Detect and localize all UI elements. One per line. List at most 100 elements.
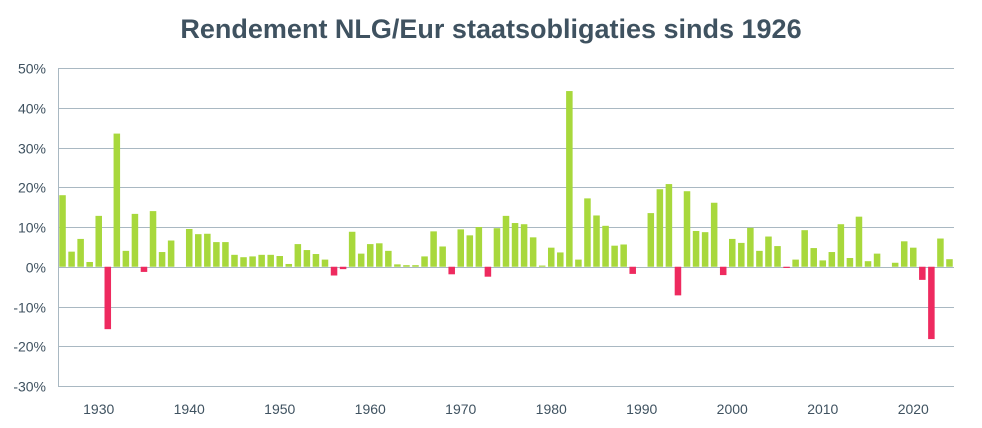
bar-1983 xyxy=(575,259,582,267)
bar-2011 xyxy=(828,252,836,267)
bar-1986 xyxy=(602,225,609,267)
bar-1933 xyxy=(122,250,130,267)
bar-1950 xyxy=(276,256,283,267)
bar-2021 xyxy=(919,266,926,280)
y-tick-label: -20% xyxy=(13,339,46,355)
bar-1975 xyxy=(502,215,510,267)
bar-2016 xyxy=(873,253,881,267)
x-tick-label: 1960 xyxy=(355,401,386,417)
gridlines xyxy=(58,68,954,387)
bar-1971 xyxy=(466,235,474,267)
bar-1962 xyxy=(385,250,392,267)
bar-1932 xyxy=(113,133,121,267)
bar-1993 xyxy=(665,184,673,267)
bar-2004 xyxy=(765,236,772,267)
bar-1929 xyxy=(86,261,93,267)
bar-1947 xyxy=(249,256,256,267)
bar-1955 xyxy=(321,259,329,267)
bar-1935 xyxy=(140,266,148,272)
bar-2019 xyxy=(900,241,908,267)
bar-2018 xyxy=(891,262,899,267)
chart-title: Rendement NLG/Eur staatsobligaties sinds… xyxy=(180,14,802,44)
bar-1973 xyxy=(484,266,492,277)
bar-1968 xyxy=(439,246,446,267)
bar-1952 xyxy=(294,244,302,267)
bar-1954 xyxy=(312,254,320,267)
x-tick-label: 2000 xyxy=(717,401,748,417)
bar-2012 xyxy=(837,224,845,267)
bar-1980 xyxy=(547,247,555,267)
x-tick-label: 1990 xyxy=(626,401,657,417)
bar-1989 xyxy=(629,266,636,274)
bar-1940 xyxy=(185,228,193,267)
x-tick-label: 1970 xyxy=(445,401,476,417)
x-tick-label: 1940 xyxy=(174,401,205,417)
bar-1951 xyxy=(285,263,293,267)
bar-1969 xyxy=(448,266,455,275)
bar-1982 xyxy=(566,91,573,267)
bar-1979 xyxy=(538,265,546,267)
bar-2007 xyxy=(792,259,799,267)
bar-1967 xyxy=(430,231,437,267)
bar-2003 xyxy=(756,250,763,267)
bar-1972 xyxy=(475,227,483,267)
bar-1978 xyxy=(529,237,537,267)
bar-1988 xyxy=(620,244,627,267)
x-axis-ticks: 1930 1940 1950 1960 1970 1980 1990 2000 2010 2020 xyxy=(83,401,929,417)
x-tick-label: 2010 xyxy=(807,401,838,417)
bar-1991 xyxy=(647,213,655,267)
x-tick-label: 1950 xyxy=(264,401,295,417)
bar-1977 xyxy=(520,224,528,267)
bar-1987 xyxy=(611,245,618,267)
bar-1999 xyxy=(719,266,727,276)
bar-1998 xyxy=(710,202,718,267)
bar-1966 xyxy=(421,256,428,267)
bar-1949 xyxy=(267,254,274,267)
bar-2010 xyxy=(819,260,827,267)
bar-2013 xyxy=(846,258,854,267)
bar-1965 xyxy=(412,265,419,267)
bar-1997 xyxy=(701,232,709,267)
bar-2001 xyxy=(738,242,745,267)
bar-1984 xyxy=(584,198,591,267)
bar-2006 xyxy=(783,266,790,268)
bar-1964 xyxy=(403,265,410,267)
bar-2015 xyxy=(864,261,872,267)
bar-1976 xyxy=(511,223,519,267)
bar-1981 xyxy=(557,252,564,267)
bar-1992 xyxy=(656,189,664,267)
x-tick-label: 2020 xyxy=(898,401,929,417)
bar-1953 xyxy=(303,250,311,267)
y-axis-ticks: 50% 40% 30% 20% 10% 0% -10% -20% -30% xyxy=(13,61,46,395)
y-tick-label: 0% xyxy=(26,260,46,276)
bar-1995 xyxy=(683,191,691,267)
bar-2024 xyxy=(946,259,953,267)
y-tick-label: 40% xyxy=(18,101,46,117)
y-tick-label: 20% xyxy=(18,180,46,196)
y-tick-label: -30% xyxy=(13,379,46,395)
bar-2008 xyxy=(801,230,808,267)
y-tick-label: -10% xyxy=(13,300,46,316)
bar-1944 xyxy=(222,242,229,267)
bar-2009 xyxy=(810,248,817,267)
bar-1926 xyxy=(59,195,66,267)
bar-1958 xyxy=(348,231,356,267)
y-tick-label: 50% xyxy=(18,61,46,77)
x-tick-label: 1930 xyxy=(83,401,114,417)
bar-1945 xyxy=(231,254,238,267)
bar-1937 xyxy=(158,252,166,267)
bar-2022 xyxy=(928,266,935,340)
x-tick-label: 1980 xyxy=(536,401,567,417)
bar-1994 xyxy=(674,266,682,296)
bar-2005 xyxy=(774,246,781,267)
bar-1974 xyxy=(493,228,501,267)
bar-1930 xyxy=(95,215,102,267)
bar-1959 xyxy=(357,253,365,267)
bar-1927 xyxy=(68,251,75,267)
bar-1970 xyxy=(457,229,465,267)
bar-2020 xyxy=(910,247,917,267)
bar-1931 xyxy=(104,266,112,330)
bar-2023 xyxy=(937,238,944,267)
bar-1938 xyxy=(167,240,175,267)
bar-1948 xyxy=(258,254,265,267)
